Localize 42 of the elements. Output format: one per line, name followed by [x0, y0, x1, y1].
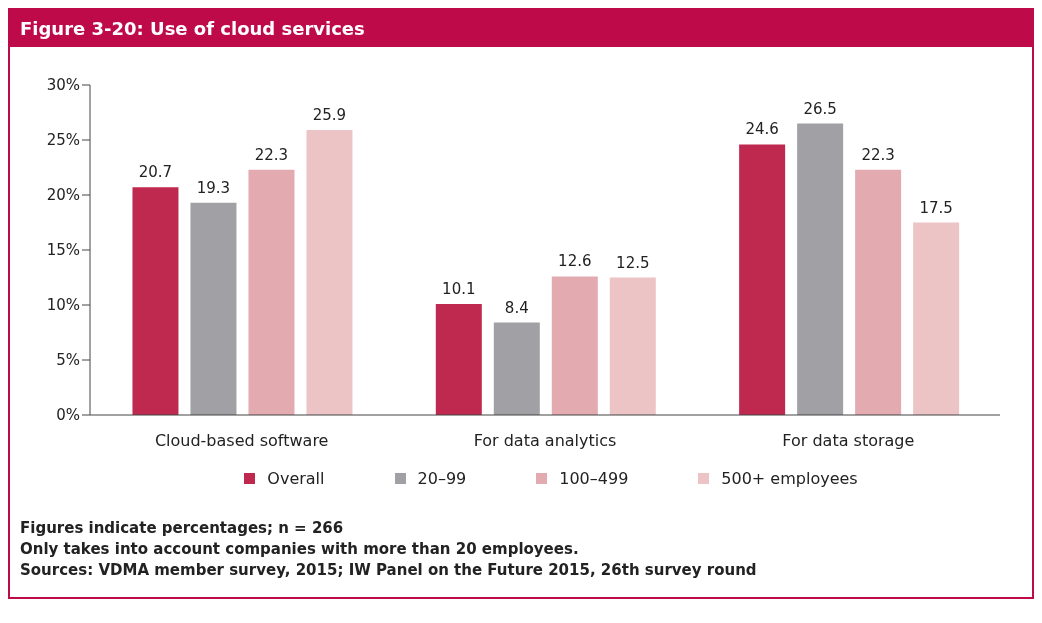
bar [306, 130, 353, 415]
y-tick-label: 25% [46, 131, 80, 150]
bar [609, 277, 656, 415]
y-tick-label: 30% [46, 76, 80, 95]
bar [493, 322, 540, 415]
bar [551, 276, 598, 415]
data-label: 26.5 [803, 99, 837, 118]
y-tick-label: 10% [46, 296, 80, 315]
legend-label: 500+ employees [721, 469, 858, 488]
text: Only takes into account companies with more than 20 employees. [20, 539, 580, 560]
x-tick-label: Cloud-based software [154, 431, 329, 451]
bar [248, 169, 295, 415]
y-tick-label: 15% [46, 241, 80, 260]
bar [855, 169, 902, 415]
data-label: 19.3 [196, 178, 231, 197]
legend-label: 20–99 [417, 469, 467, 488]
y-tick-label: 5% [56, 351, 80, 370]
data-label: 10.1 [442, 279, 476, 298]
source-note: Sources: VDMA member survey, 2015; IW Panel on the Future 2015, 26th survey round [20, 560, 758, 581]
bar [797, 123, 844, 415]
y-tick-label: 20% [46, 186, 80, 205]
bar [435, 303, 482, 415]
legend-label: Overall [267, 469, 325, 488]
data-label: 20.7 [138, 163, 173, 182]
bar [739, 144, 786, 415]
data-label: 8.4 [504, 298, 529, 317]
text: Figures indicate percentages; n = 266 [20, 518, 345, 539]
bar [913, 222, 960, 415]
data-label: 12.6 [558, 252, 592, 271]
data-label: 25.9 [312, 106, 347, 125]
legend-label: 100–499 [559, 469, 629, 488]
bar [132, 187, 179, 415]
data-label: 12.5 [616, 253, 650, 272]
data-label: 17.5 [919, 198, 953, 217]
x-tick-label: For data storage [782, 431, 915, 451]
data-label: 22.3 [861, 145, 895, 164]
y-tick-label: 0% [56, 406, 80, 425]
x-tick-label: For data analytics [473, 431, 617, 451]
data-label: 24.6 [745, 120, 779, 139]
chart-title: Figure 3-20: Use of cloud services [10, 10, 1032, 47]
data-label: 22.3 [254, 145, 289, 164]
bar [190, 202, 237, 415]
